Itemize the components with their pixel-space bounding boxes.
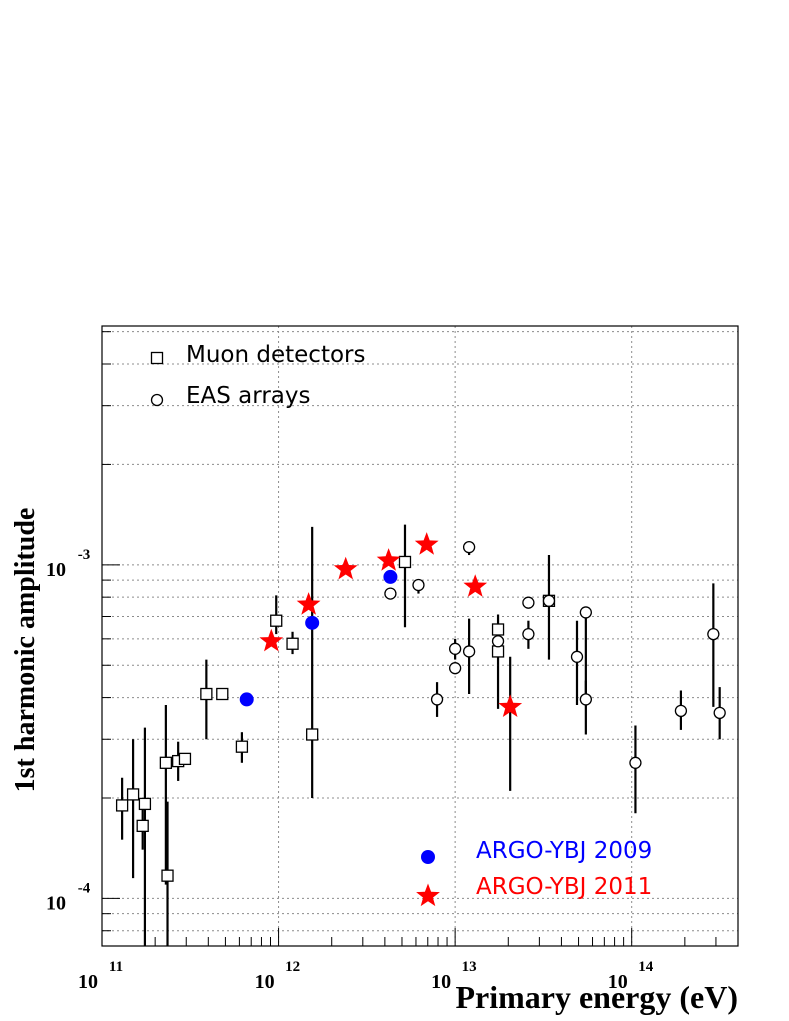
muon-detector-point xyxy=(398,555,412,569)
x-tick-label: 10 xyxy=(78,971,98,993)
eas-array-point xyxy=(491,635,505,648)
legend-star-icon xyxy=(416,883,440,907)
legend-item-argo-ybj-2009: ARGO-YBJ 2009 xyxy=(421,838,652,864)
muon-detector-point xyxy=(235,740,249,753)
argo-2009-point xyxy=(239,692,254,707)
muon-detector-point xyxy=(115,799,129,812)
argo-2011-point xyxy=(414,532,439,555)
muon-detector-point xyxy=(159,756,173,769)
legend-label: EAS arrays xyxy=(186,383,310,409)
x-tick-label: 10 xyxy=(431,971,451,993)
muon-detector-point xyxy=(200,687,213,701)
x-tick-label-exponent: 13 xyxy=(462,959,477,975)
eas-array-point xyxy=(579,693,593,706)
series-muon-detectors xyxy=(115,524,556,946)
x-tick-label: 10 xyxy=(255,971,275,993)
axes: 10 11 10 12 10 13 10 14 10 -4 10 -3 xyxy=(46,331,739,993)
eas-array-point xyxy=(570,650,584,663)
muon-detector-point xyxy=(491,645,505,658)
eas-array-point xyxy=(542,594,556,607)
eas-array-point xyxy=(462,645,476,658)
series-argo-ybj-2009 xyxy=(239,569,398,707)
argo-2009-point xyxy=(383,569,398,584)
series-eas-arrays xyxy=(384,540,726,814)
eas-array-point xyxy=(629,756,642,769)
series-argo-ybj-2011 xyxy=(259,532,523,791)
muon-detector-point xyxy=(126,788,140,801)
plot-frame xyxy=(101,325,739,947)
eas-array-point xyxy=(448,662,462,675)
legend-item-muon-detectors: Muon detectors xyxy=(150,342,365,368)
legend-item-eas-arrays: EAS arrays xyxy=(150,383,310,409)
muon-detector-point xyxy=(178,752,192,766)
legend-item-argo-ybj-2011: ARGO-YBJ 2011 xyxy=(416,874,652,907)
muon-detector-point xyxy=(161,869,174,882)
argo-2011-point xyxy=(376,548,401,571)
eas-array-point xyxy=(579,606,593,619)
legend-label: Muon detectors xyxy=(186,342,365,368)
x-axis-label: Primary energy (eV) xyxy=(455,979,738,1015)
x-tick-label-exponent: 14 xyxy=(638,959,654,975)
eas-array-point xyxy=(448,642,462,655)
muon-detector-point xyxy=(216,687,229,701)
eas-array-point xyxy=(462,540,476,554)
legend-circle-icon xyxy=(150,393,164,407)
x-tick-label-exponent: 11 xyxy=(109,959,123,975)
eas-array-point xyxy=(707,627,720,641)
muon-detector-point xyxy=(491,623,505,636)
legend-square-icon xyxy=(150,351,164,365)
y-tick-label-exponent: -4 xyxy=(78,880,91,896)
muon-detector-point xyxy=(270,614,283,627)
argo-2011-point xyxy=(463,574,488,597)
muon-detector-point xyxy=(138,797,152,811)
legends: Muon detectors EAS arrays ARGO-YBJ 2009 ARG… xyxy=(150,342,652,907)
argo-2011-point xyxy=(498,694,523,717)
argo-2011-point xyxy=(259,628,284,652)
muon-detector-point xyxy=(136,819,149,833)
argo-2009-point xyxy=(305,615,320,630)
y-tick-label: 10 xyxy=(46,559,66,581)
muon-detector-point xyxy=(286,637,299,650)
x-tick-label: 10 xyxy=(608,971,628,993)
eas-array-point xyxy=(384,587,397,600)
legend-label: ARGO-YBJ 2009 xyxy=(476,838,652,864)
data-layer xyxy=(115,524,726,946)
y-axis-label: 1st harmonic amplitude xyxy=(10,508,41,793)
eas-array-point xyxy=(412,578,425,592)
legend-label: ARGO-YBJ 2011 xyxy=(476,874,652,900)
argo-2011-point xyxy=(333,556,358,580)
x-tick-label-exponent: 12 xyxy=(285,959,300,975)
y-tick-label: 10 xyxy=(46,892,66,914)
y-tick-label-exponent: -3 xyxy=(78,547,91,563)
muon-detector-point xyxy=(306,728,319,741)
eas-array-point xyxy=(522,596,535,609)
eas-array-point xyxy=(674,704,688,717)
eas-array-point xyxy=(522,627,535,641)
eas-array-point xyxy=(430,693,444,706)
argo-2011-point xyxy=(296,592,321,615)
legend-dot-icon xyxy=(421,850,435,864)
eas-array-point xyxy=(713,706,726,719)
